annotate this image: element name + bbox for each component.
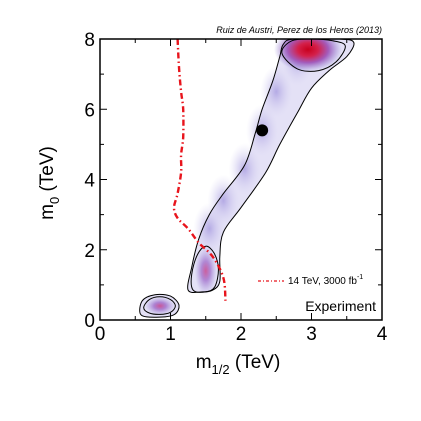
x-tick-label: 3	[306, 324, 317, 345]
density-halo-1	[207, 174, 240, 227]
y-tick-label: 6	[84, 100, 95, 121]
legend-label-sensitivity: 14 TeV, 3000 fb-1	[288, 274, 363, 287]
y-axis-title-main: m	[37, 204, 58, 220]
y-tick-label: 2	[84, 241, 95, 262]
plot-area	[139, 39, 355, 318]
y-axis-title-sub: 0	[47, 197, 62, 204]
density-blob-0	[144, 296, 175, 315]
x-tick-label: 0	[95, 324, 106, 345]
legend-label-sup: -1	[357, 274, 363, 281]
density-halo-4	[260, 65, 293, 118]
y-tick-label: 8	[84, 30, 95, 51]
best-fit-point	[256, 124, 269, 137]
density-halo-2	[228, 142, 261, 195]
y-axis-title-unit: (TeV)	[37, 146, 58, 197]
contour-inner-island-mid	[190, 245, 219, 293]
panel-label: Experiment	[305, 298, 376, 314]
sensitivity-curve	[172, 39, 227, 301]
x-tick-label: 4	[377, 324, 388, 345]
contour-outer-main	[187, 39, 355, 294]
x-axis-title: m1/2 (TeV)	[196, 352, 281, 377]
x-axis-title-unit: (TeV)	[230, 352, 281, 373]
contour-inner-island-low	[143, 296, 176, 315]
x-axis-title-sub: 1/2	[212, 362, 230, 377]
x-tick-labels: 0 1 2 3 4	[95, 324, 388, 345]
y-axis-title: m0 (TeV)	[37, 146, 62, 220]
credit-text: Ruiz de Austri, Perez de los Heros (2013…	[216, 25, 382, 35]
density-blob-1	[194, 246, 217, 295]
x-tick-label: 1	[165, 324, 176, 345]
legend: 14 TeV, 3000 fb-1	[258, 274, 363, 287]
y-tick-label: 4	[84, 171, 95, 192]
legend-label-text: 14 TeV, 3000 fb	[288, 276, 357, 287]
y-tick-label: 0	[84, 311, 95, 332]
density-blob-2	[273, 39, 342, 72]
x-tick-label: 2	[236, 324, 247, 345]
contour-outer-low	[139, 293, 180, 318]
x-axis-title-main: m	[196, 352, 212, 373]
y-tick-labels: 0 2 4 6 8	[84, 30, 95, 332]
axis-ticks	[99, 38, 383, 321]
